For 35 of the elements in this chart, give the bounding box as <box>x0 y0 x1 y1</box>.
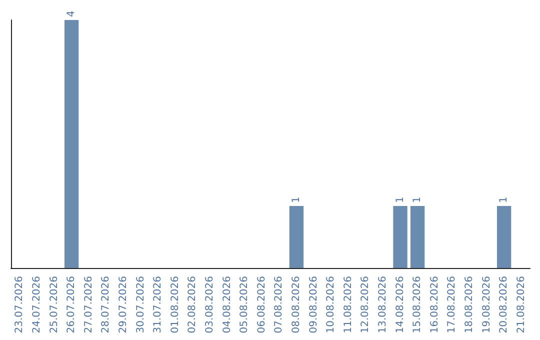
x-tick-label: 05.08.2026 <box>239 276 250 334</box>
x-tick-label: 25.07.2026 <box>48 276 60 334</box>
x-tick-label: 18.08.2026 <box>464 276 475 334</box>
x-tick-label: 30.07.2026 <box>135 276 146 334</box>
data-label: 1 <box>290 196 302 203</box>
x-tick-label: 21.08.2026 <box>516 276 527 334</box>
x-tick-label: 09.08.2026 <box>308 276 320 334</box>
x-tick-label: 08.08.2026 <box>290 276 302 334</box>
x-tick-label: 28.07.2026 <box>100 276 112 334</box>
x-tick-label: 12.08.2026 <box>360 276 372 334</box>
x-tick-label: 02.08.2026 <box>187 276 198 334</box>
x-tick-label: 26.07.2026 <box>66 276 78 334</box>
x-tick-label: 06.08.2026 <box>256 276 268 334</box>
x-tick-label: 14.08.2026 <box>394 276 406 334</box>
x-tick-label: 24.07.2026 <box>31 276 42 334</box>
data-label: 1 <box>394 196 406 203</box>
data-label: 1 <box>498 196 510 203</box>
x-tick-label: 16.08.2026 <box>429 276 440 334</box>
x-tick-label: 31.07.2026 <box>152 276 164 334</box>
x-tick-label: 29.07.2026 <box>118 276 129 334</box>
x-tick-label: 01.08.2026 <box>170 276 181 334</box>
x-tick-label: 17.08.2026 <box>446 276 458 334</box>
x-tick-label: 27.07.2026 <box>83 276 94 334</box>
x-tick-label: 04.08.2026 <box>222 276 233 334</box>
x-tick-label: 13.08.2026 <box>377 276 388 334</box>
data-label: 1 <box>412 196 424 203</box>
x-tick-label: 19.08.2026 <box>481 276 492 334</box>
x-tick-label: 15.08.2026 <box>412 276 424 334</box>
x-tick-label: 03.08.2026 <box>204 276 216 334</box>
x-tick-label: 07.08.2026 <box>274 276 285 334</box>
x-tick-label: 23.07.2026 <box>14 276 26 334</box>
data-label: 4 <box>66 10 78 17</box>
x-tick-label: 20.08.2026 <box>498 276 510 334</box>
x-tick-label: 10.08.2026 <box>326 276 337 334</box>
x-tick-label: 11.08.2026 <box>342 276 354 334</box>
